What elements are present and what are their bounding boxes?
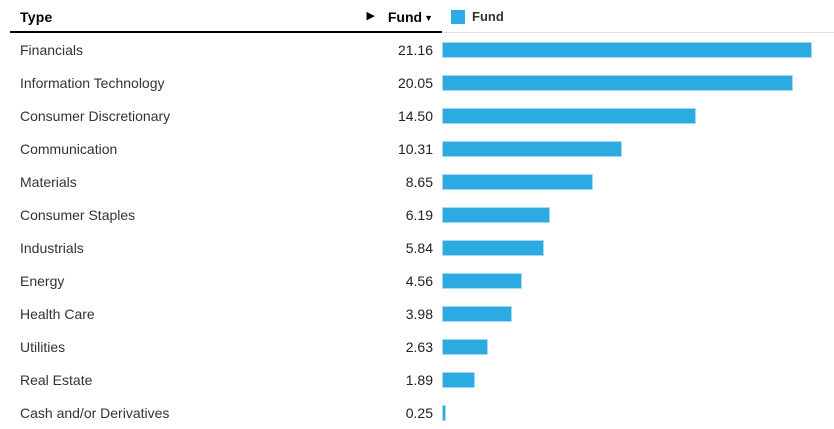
- table-row[interactable]: Industrials 5.84: [0, 231, 834, 264]
- fund-bar: [442, 272, 522, 289]
- fund-value: 6.19: [405, 206, 433, 223]
- bar-cell: [442, 330, 834, 363]
- fund-bar: [442, 140, 623, 157]
- sector-label: Communication: [20, 140, 118, 157]
- table-row[interactable]: Real Estate 1.89: [0, 363, 834, 396]
- sector-label: Health Care: [20, 305, 95, 322]
- bar-cell: [442, 165, 834, 198]
- bar-cell: [442, 264, 834, 297]
- bar-cell: [442, 33, 834, 66]
- sector-label: Utilities: [20, 338, 66, 355]
- fund-value: 3.98: [405, 305, 433, 322]
- fund-bar: [442, 107, 696, 124]
- sector-label: Real Estate: [20, 371, 93, 388]
- bar-cell: [442, 198, 834, 231]
- fund-value: 5.84: [405, 239, 433, 256]
- fund-value: 8.65: [405, 173, 433, 190]
- legend-swatch-icon: [451, 9, 465, 24]
- sector-label: Financials: [20, 41, 84, 58]
- table-row[interactable]: Utilities 2.63: [0, 330, 834, 363]
- fund-column-label: Fund: [387, 8, 423, 25]
- legend-label: Fund: [472, 9, 504, 24]
- fund-bar: [442, 173, 594, 190]
- bar-cell: [442, 132, 834, 165]
- fund-value: 2.63: [405, 338, 433, 355]
- fund-bar: [442, 404, 447, 421]
- fund-value: 10.31: [397, 140, 433, 157]
- fund-value: 4.56: [405, 272, 433, 289]
- sector-label: Cash and/or Derivatives: [20, 404, 170, 421]
- table-row[interactable]: Financials 21.16: [0, 33, 834, 66]
- bar-cell: [442, 396, 834, 429]
- fund-value: 1.89: [405, 371, 433, 388]
- legend: Fund: [451, 9, 504, 24]
- table-header: Type ▶ Fund ▼ Fund: [0, 0, 834, 33]
- fund-bar: [442, 239, 545, 256]
- fund-value: 14.50: [397, 107, 433, 124]
- sector-label: Consumer Discretionary: [20, 107, 171, 124]
- expand-arrow-icon[interactable]: ▶: [366, 10, 375, 22]
- table-body: Financials 21.16 Information Technology …: [0, 33, 834, 429]
- chart-header: Fund: [442, 0, 834, 33]
- bar-cell: [442, 99, 834, 132]
- sector-label: Energy: [20, 272, 65, 289]
- fund-bar: [442, 74, 793, 91]
- table-row[interactable]: Cash and/or Derivatives 0.25: [0, 396, 834, 429]
- bar-cell: [442, 297, 834, 330]
- table-row[interactable]: Materials 8.65: [0, 165, 834, 198]
- table-row[interactable]: Information Technology 20.05: [0, 66, 834, 99]
- fund-bar: [442, 206, 551, 223]
- sector-label: Industrials: [20, 239, 84, 256]
- bar-cell: [442, 363, 834, 396]
- sort-descending-icon: ▼: [424, 12, 433, 23]
- fund-bar: [442, 305, 512, 322]
- table-row[interactable]: Consumer Staples 6.19: [0, 198, 834, 231]
- table-row[interactable]: Energy 4.56: [0, 264, 834, 297]
- sector-label: Materials: [20, 173, 77, 190]
- fund-value: 21.16: [397, 41, 433, 58]
- fund-bar: [442, 371, 476, 388]
- table-row[interactable]: Health Care 3.98: [0, 297, 834, 330]
- type-column-header[interactable]: Type: [20, 8, 53, 25]
- fund-value: 20.05: [397, 74, 433, 91]
- table-header-left: Type ▶ Fund ▼: [0, 0, 442, 33]
- fund-bar: [442, 41, 813, 58]
- table-row[interactable]: Communication 10.31: [0, 132, 834, 165]
- fund-column-header[interactable]: Fund ▼: [375, 9, 433, 25]
- sector-label: Consumer Staples: [20, 206, 136, 223]
- table-row[interactable]: Consumer Discretionary 14.50: [0, 99, 834, 132]
- sector-label: Information Technology: [20, 74, 165, 91]
- fund-bar: [442, 338, 489, 355]
- bar-cell: [442, 231, 834, 264]
- bar-cell: [442, 66, 834, 99]
- fund-value: 0.25: [405, 404, 433, 421]
